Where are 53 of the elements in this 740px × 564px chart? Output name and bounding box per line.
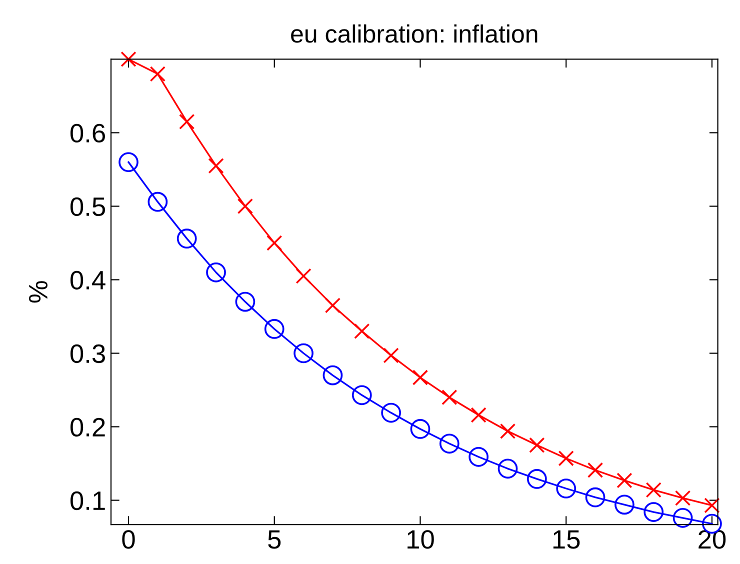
- y-tick-label: 0.6: [70, 124, 105, 143]
- point: [264, 319, 284, 339]
- point: [237, 198, 254, 214]
- y-tick-label: 0.3: [70, 344, 105, 364]
- point: [322, 365, 343, 386]
- point: [294, 343, 314, 364]
- point: [354, 323, 370, 340]
- point: [558, 450, 574, 466]
- point: [266, 235, 282, 251]
- y-tick-label: 0.2: [70, 418, 105, 437]
- point: [118, 152, 138, 172]
- point: [616, 472, 632, 488]
- point: [176, 228, 197, 249]
- point: [439, 434, 460, 454]
- x-tick-label: 15: [553, 530, 580, 549]
- point: [556, 478, 576, 498]
- y-tick-label: 0.1: [70, 491, 105, 510]
- point: [587, 462, 604, 478]
- point: [614, 494, 634, 515]
- x-tick-label: 10: [408, 530, 434, 549]
- point: [296, 268, 312, 284]
- point: [235, 292, 256, 312]
- point: [208, 158, 224, 174]
- point: [206, 262, 226, 282]
- point: [148, 192, 168, 212]
- point: [470, 407, 486, 423]
- point: [383, 348, 399, 364]
- point: [674, 490, 691, 506]
- x-tick-label: 0: [122, 530, 135, 549]
- point: [352, 385, 372, 406]
- point: [585, 487, 606, 508]
- y-axis-title: %: [29, 281, 48, 303]
- point: [646, 482, 662, 498]
- point: [672, 508, 693, 528]
- point: [410, 419, 430, 439]
- y-tick-label: 0.5: [70, 197, 106, 216]
- point: [500, 423, 516, 440]
- y-tick-label: 0.4: [70, 270, 106, 290]
- point: [442, 390, 458, 406]
- point: [704, 498, 720, 514]
- point: [120, 51, 136, 68]
- point: [381, 402, 401, 423]
- point: [324, 298, 341, 314]
- point: [412, 370, 428, 386]
- x-tick-label: 5: [268, 530, 281, 549]
- point: [150, 66, 166, 82]
- point: [468, 446, 489, 467]
- point: [498, 458, 518, 479]
- point: [179, 114, 195, 130]
- point: [644, 502, 664, 522]
- point: [529, 437, 545, 453]
- point: [526, 469, 547, 489]
- chart-title: eu calibration: inflation: [291, 24, 538, 43]
